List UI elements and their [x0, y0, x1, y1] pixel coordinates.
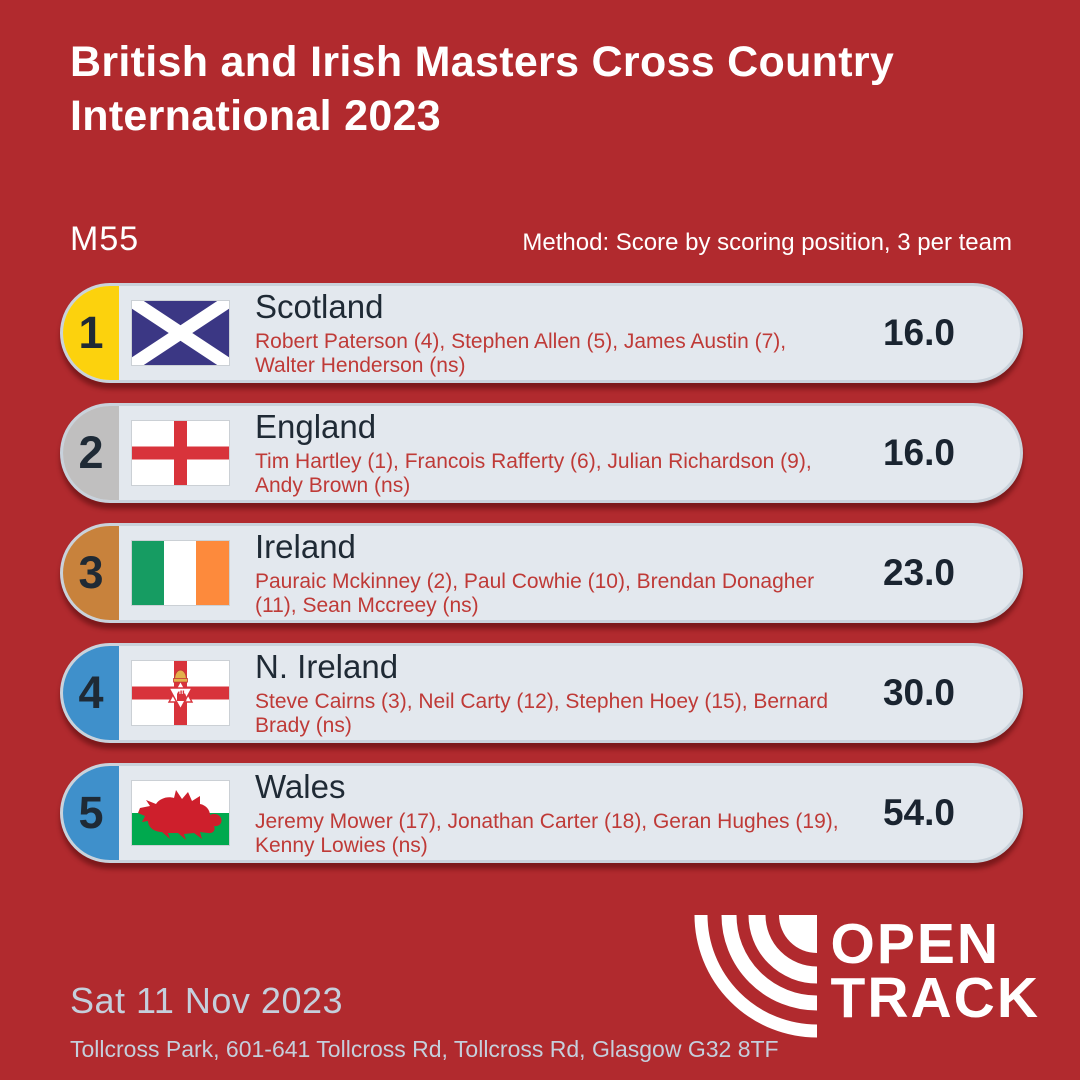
flag-scotland-icon: [132, 301, 229, 365]
flag-wales-icon: [132, 781, 229, 845]
method-label: Method: Score by scoring position, 3 per…: [522, 229, 1012, 256]
team-name: Ireland: [255, 527, 356, 565]
team-info: N. Ireland Steve Cairns (3), Neil Carty …: [255, 647, 844, 739]
team-name: Wales: [255, 767, 346, 805]
rank-number: 1: [78, 307, 104, 358]
team-name: N. Ireland: [255, 647, 399, 685]
opentrack-logo-text: OPEN TRACK: [830, 912, 1040, 1031]
flag-n-ireland-icon: [132, 661, 229, 725]
logo-line-track: TRACK: [830, 966, 1040, 1031]
team-flag: [132, 301, 229, 365]
results-list: 1 Scotland Robert Paterson (4), Stephen …: [60, 283, 1023, 863]
rank-number: 5: [78, 787, 104, 838]
team-info: Scotland Robert Paterson (4), Stephen Al…: [255, 287, 844, 379]
team-flag: [132, 421, 229, 485]
rank-badge: 4: [63, 646, 119, 740]
meta-row: M55 Method: Score by scoring position, 3…: [70, 220, 1012, 259]
team-score: 30.0: [882, 672, 955, 713]
team-runners: Tim Hartley (1), Francois Rafferty (6), …: [255, 449, 812, 498]
result-row: 5 Wales Jeremy Mower (17), Jonathan Cart…: [60, 763, 1023, 863]
team-info: England Tim Hartley (1), Francois Raffer…: [255, 407, 844, 499]
result-row: 1 Scotland Robert Paterson (4), Stephen …: [60, 283, 1023, 383]
event-date: Sat 11 Nov 2023: [70, 980, 344, 1021]
flag-england-icon: [132, 421, 229, 485]
rank-number: 2: [78, 427, 104, 478]
event-title: British and Irish Masters Cross Country …: [70, 38, 895, 140]
team-flag: [132, 781, 229, 845]
result-row: 2 England Tim Hartley (1), Francois Raff…: [60, 403, 1023, 503]
team-score: 16.0: [882, 432, 955, 473]
team-score: 16.0: [882, 312, 955, 353]
team-info: Wales Jeremy Mower (17), Jonathan Carter…: [255, 767, 844, 859]
rank-badge: 5: [63, 766, 119, 860]
logo-line-open: OPEN: [830, 912, 1001, 976]
rank-number: 3: [78, 547, 104, 598]
team-runners: Pauraic Mckinney (2), Paul Cowhie (10), …: [255, 569, 815, 618]
opentrack-arcs-icon: [694, 915, 817, 1038]
team-runners: Jeremy Mower (17), Jonathan Carter (18),…: [255, 809, 839, 858]
flag-ireland-icon: [132, 541, 229, 605]
team-runners: Robert Paterson (4), Stephen Allen (5), …: [255, 329, 787, 378]
category-label: M55: [70, 220, 140, 258]
team-runners: Steve Cairns (3), Neil Carty (12), Steph…: [255, 689, 829, 738]
team-info: Ireland Pauraic Mckinney (2), Paul Cowhi…: [255, 527, 844, 619]
rank-number: 4: [78, 667, 104, 718]
team-flag: [132, 661, 229, 725]
rank-badge: 1: [63, 286, 119, 380]
rank-badge: 3: [63, 526, 119, 620]
opentrack-logo: OPEN TRACK: [687, 915, 1040, 1045]
result-row: 3 Ireland Pauraic Mckinney (2), Paul Cow…: [60, 523, 1023, 623]
team-score: 54.0: [882, 792, 955, 833]
team-name: England: [255, 407, 377, 445]
team-flag: [132, 541, 229, 605]
result-row: 4 N. Ireland Steve Cairns (3), Neil Cart…: [60, 643, 1023, 743]
event-venue: Tollcross Park, 601-641 Tollcross Rd, To…: [70, 1036, 779, 1062]
team-name: Scotland: [255, 287, 384, 325]
team-score: 23.0: [882, 552, 955, 593]
rank-badge: 2: [63, 406, 119, 500]
